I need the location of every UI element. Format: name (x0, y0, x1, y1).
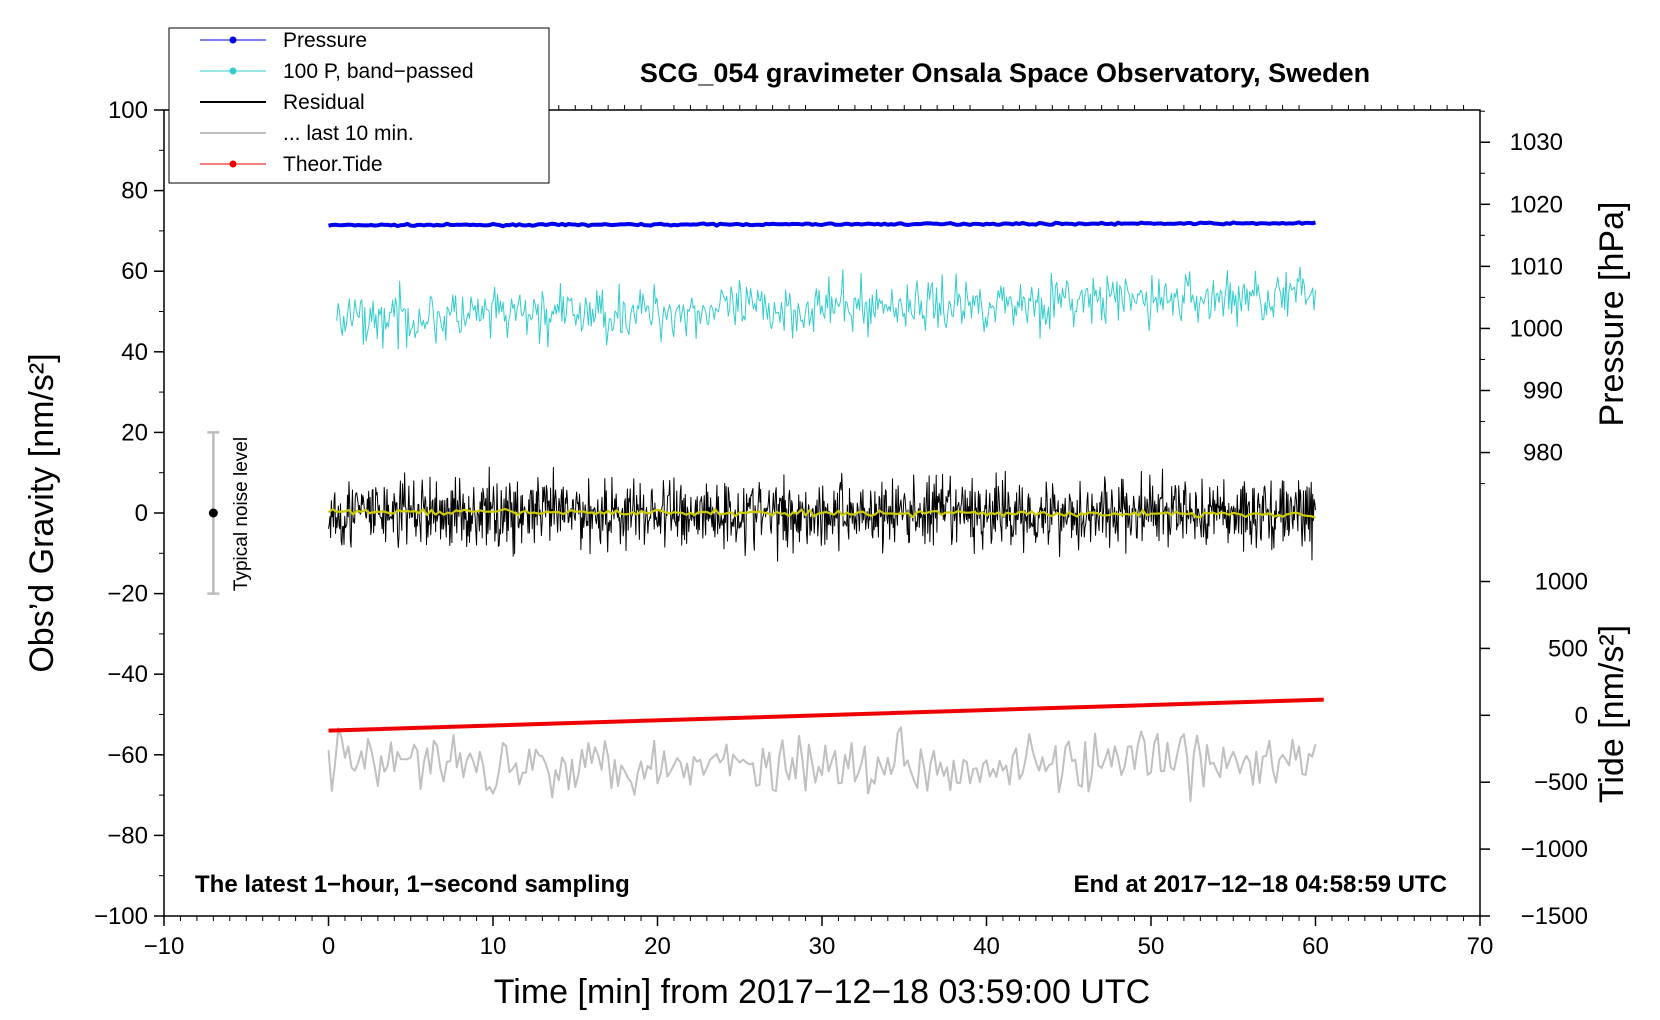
x-tick-label: 20 (644, 933, 671, 960)
legend-label: ... last 10 min. (283, 122, 414, 145)
y-tick-label: 0 (135, 500, 148, 527)
x-axis-title: Time [min] from 2017−12−18 03:59:00 UTC (494, 973, 1150, 1011)
series-layer (327, 220, 1324, 803)
tide-tick-label: −1500 (1521, 903, 1588, 930)
series-line (327, 507, 1316, 519)
pressure-tick-label: 990 (1523, 377, 1563, 404)
y-tick-label: −40 (107, 661, 148, 688)
y-tick-label: 20 (121, 419, 148, 446)
x-tick-label: 30 (809, 933, 836, 960)
tide-tick-label: −500 (1534, 769, 1588, 796)
x-tick-label: 10 (480, 933, 507, 960)
pressure-tick-label: 980 (1523, 440, 1563, 467)
legend-label: 100 P, band−passed (283, 60, 474, 83)
tide-tick-label: 1000 (1535, 569, 1588, 596)
legend-marker (229, 36, 237, 44)
legend-box (168, 27, 550, 184)
series-line (336, 266, 1316, 350)
y-tick-label: 40 (121, 339, 148, 366)
y-tick-label: −20 (107, 581, 148, 608)
x-tick-label: 60 (1302, 933, 1329, 960)
pressure-tick-label: 1010 (1510, 253, 1563, 280)
y-tick-label: −60 (107, 742, 148, 769)
series-line (328, 697, 1324, 733)
pressure-axis-title: Pressure [hPa] (1593, 202, 1631, 427)
y-tick-label: 100 (108, 97, 148, 124)
tide-tick-label: −1000 (1521, 836, 1588, 863)
sampling-annotation: The latest 1−hour, 1−second sampling (195, 871, 630, 898)
series-line (328, 220, 1316, 229)
legend-marker (229, 67, 237, 75)
legend-label: Residual (283, 91, 365, 114)
pressure-tick-label: 1000 (1510, 315, 1563, 342)
noise-bar-center (208, 508, 218, 518)
y-tick-label: −100 (94, 903, 148, 930)
legend-label: Pressure (283, 29, 367, 52)
x-tick-label: 70 (1467, 933, 1494, 960)
y-axis-title: Obs’d Gravity [nm/s²] (23, 353, 61, 672)
series-line (327, 726, 1317, 803)
noise-level-label: Typical noise level (231, 437, 252, 591)
pressure-tick-label: 1020 (1510, 191, 1563, 218)
legend: Pressure 100 P, band−passed Residual ... la… (168, 27, 550, 184)
pressure-tick-label: 1030 (1510, 129, 1563, 156)
y-tick-label: −80 (107, 822, 148, 849)
legend-marker (229, 160, 237, 168)
x-tick-label: 40 (973, 933, 1000, 960)
tide-tick-label: 500 (1548, 635, 1588, 662)
tide-axis-title: Tide [nm/s²] (1593, 625, 1631, 803)
end-time-annotation: End at 2017−12−18 04:58:59 UTC (1073, 871, 1447, 898)
tide-tick-label: 0 (1575, 702, 1588, 729)
noise-level-bar (207, 431, 220, 595)
ticks-layer: −10 0 10 20 30 40 50 60 70−100−80−60−40−20020406… (94, 97, 1588, 960)
legend-label: Theor.Tide (283, 153, 383, 176)
x-tick-label: 50 (1138, 933, 1165, 960)
y-tick-label: 80 (121, 178, 148, 205)
x-tick-label: −10 (144, 933, 185, 960)
chart-title: SCG_054 gravimeter Onsala Space Observat… (640, 58, 1370, 88)
y-tick-label: 60 (121, 258, 148, 285)
x-tick-label: 0 (322, 933, 335, 960)
